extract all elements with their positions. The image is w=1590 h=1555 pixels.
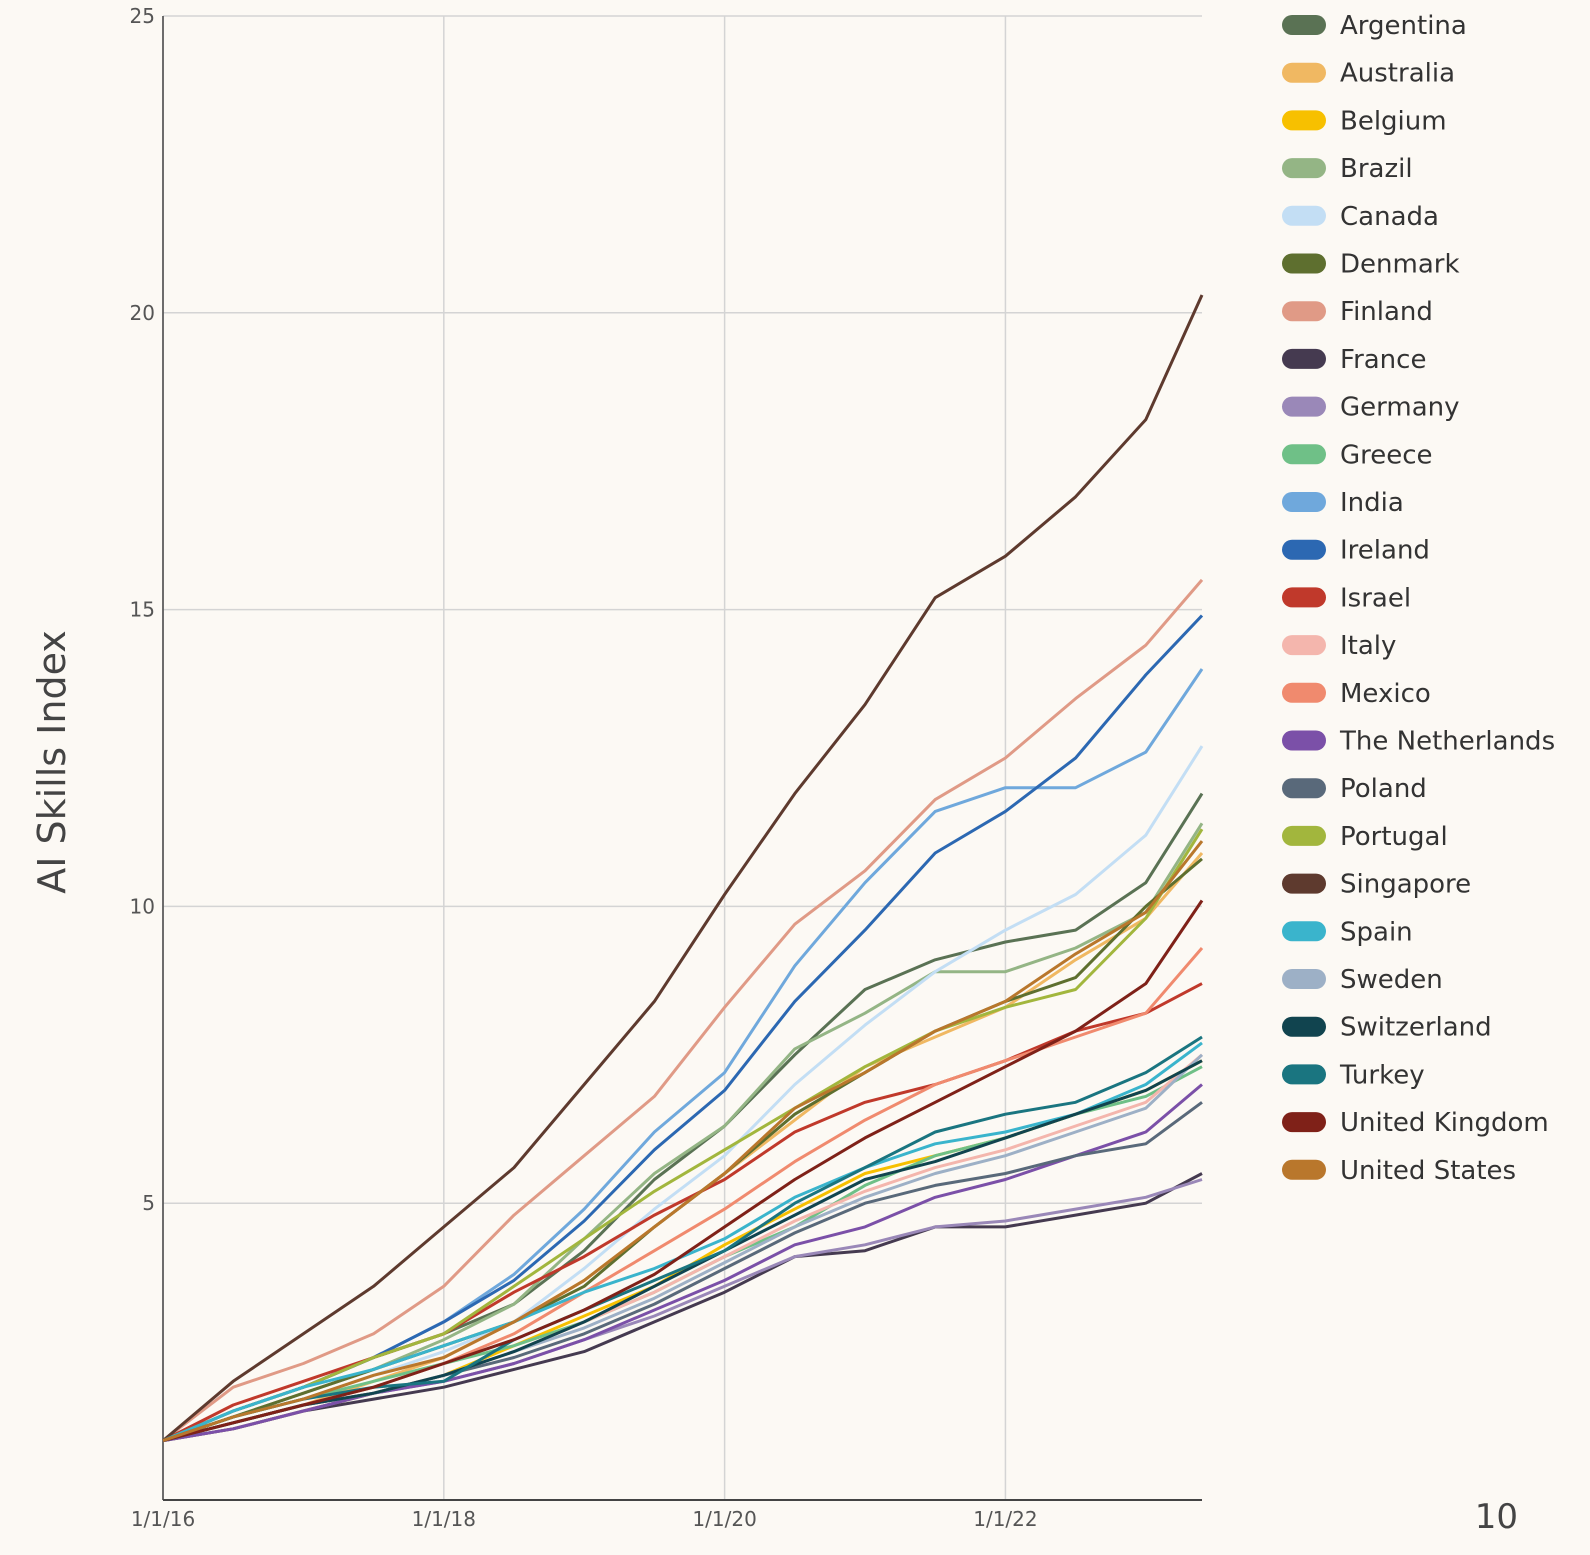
series-line xyxy=(162,792,1204,1442)
legend-label: Turkey xyxy=(1339,1060,1425,1090)
series-line xyxy=(162,982,1203,1442)
series-line xyxy=(162,745,1204,1443)
legend-label: Poland xyxy=(1340,774,1427,804)
x-tick-label: 1/1/18 xyxy=(412,1507,476,1531)
series-line xyxy=(162,1059,1203,1443)
series-line xyxy=(162,822,1204,1443)
y-tick-label: 5 xyxy=(142,1191,155,1215)
series-line xyxy=(162,1041,1203,1442)
grid: 5 10 15 20 25 1/1/16 1/1/18 1/1/20 1/1/22 xyxy=(130,4,1202,1531)
legend-label: Mexico xyxy=(1340,679,1431,709)
x-tick-label: 1/1/16 xyxy=(131,1507,195,1531)
y-tick-label: 15 xyxy=(130,598,155,622)
legend-label: Israel xyxy=(1340,583,1411,613)
legend-label: Italy xyxy=(1340,631,1396,661)
series-line xyxy=(162,1172,1203,1443)
legend-label: Brazil xyxy=(1340,154,1413,184)
legend-label: Australia xyxy=(1340,59,1455,89)
lines xyxy=(162,294,1204,1443)
series-line xyxy=(162,840,1204,1443)
series-line xyxy=(162,614,1204,1442)
y-axis-label: AI Skills Index xyxy=(30,630,74,894)
legend: Argentina Australia Belgium Brazil Canada Den… xyxy=(1282,11,1555,1186)
x-tick-label: 1/1/22 xyxy=(973,1507,1037,1531)
legend-label: Portugal xyxy=(1340,822,1448,852)
legend-label: United States xyxy=(1340,1156,1516,1186)
series-line xyxy=(162,578,1204,1442)
series-line xyxy=(162,1035,1203,1443)
legend-label: Finland xyxy=(1340,297,1433,327)
y-tick-label: 20 xyxy=(130,301,155,325)
series-line xyxy=(162,899,1204,1443)
legend-label: France xyxy=(1340,345,1426,375)
legend-label: Belgium xyxy=(1340,106,1447,136)
legend-label: Germany xyxy=(1340,393,1460,423)
legend-label: Canada xyxy=(1340,202,1439,232)
y-tick-label: 10 xyxy=(130,894,155,918)
legend-label: Sweden xyxy=(1340,965,1443,995)
series-line xyxy=(162,947,1204,1443)
legend-label: Argentina xyxy=(1340,11,1467,41)
legend-label: United Kingdom xyxy=(1340,1108,1549,1138)
page-number: 10 xyxy=(1475,1497,1518,1537)
legend-label: Denmark xyxy=(1340,250,1460,280)
legend-label: India xyxy=(1340,488,1404,518)
series-line xyxy=(162,857,1203,1443)
series-line xyxy=(162,294,1204,1442)
series-line xyxy=(162,852,1204,1443)
y-tick-label: 25 xyxy=(130,4,155,28)
legend-label: Singapore xyxy=(1340,870,1471,900)
legend-label: Switzerland xyxy=(1340,1013,1492,1043)
series-line xyxy=(162,828,1204,1442)
x-tick-label: 1/1/20 xyxy=(692,1507,756,1531)
legend-label: Ireland xyxy=(1340,536,1430,566)
legend-label: Greece xyxy=(1340,440,1433,470)
series-line xyxy=(162,1083,1203,1443)
legend-label: Spain xyxy=(1340,917,1413,947)
legend-label: The Netherlands xyxy=(1339,727,1555,757)
